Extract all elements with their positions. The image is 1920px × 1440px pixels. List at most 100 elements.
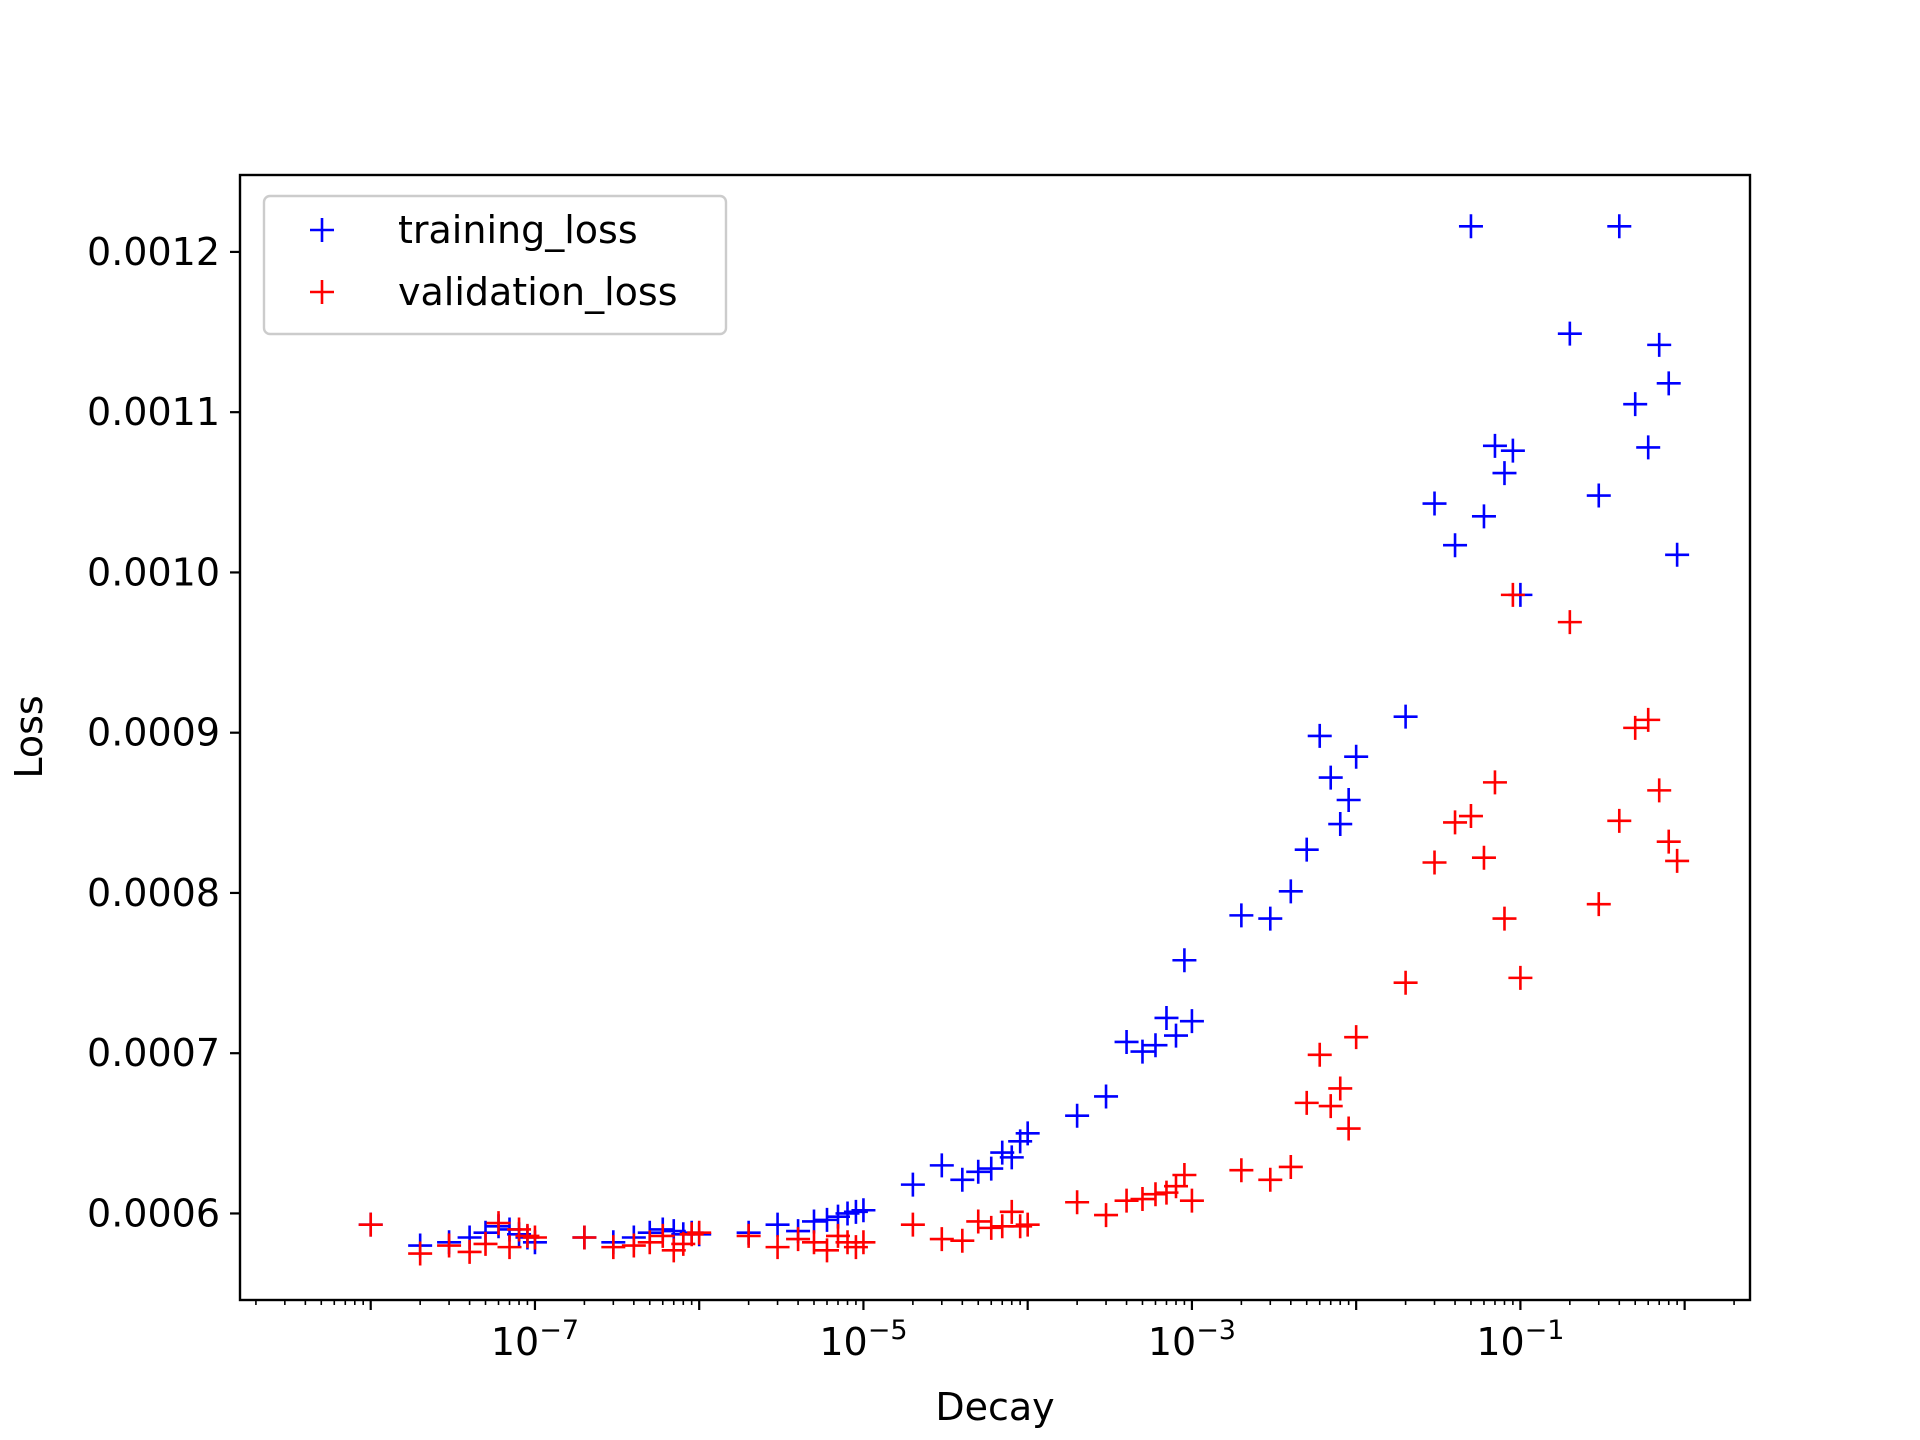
data-point xyxy=(408,1241,433,1266)
data-point xyxy=(1065,1190,1090,1215)
data-point xyxy=(1647,332,1672,357)
x-tick-label-exponent: −1 xyxy=(1525,1315,1565,1346)
plot-area-frame xyxy=(238,173,1752,1302)
y-tick-label: 0.0009 xyxy=(87,711,220,755)
x-tick-label-base: 10 xyxy=(491,1320,539,1364)
data-point xyxy=(1172,948,1197,973)
x-tick-label: 10−3 xyxy=(1148,1315,1236,1364)
data-point xyxy=(457,1239,482,1264)
data-point xyxy=(1143,1182,1168,1207)
data-point xyxy=(1492,906,1517,931)
data-point xyxy=(1065,1103,1090,1128)
data-point xyxy=(929,1153,954,1178)
data-point xyxy=(1336,788,1361,812)
data-point xyxy=(1636,707,1661,732)
x-tick-label-exponent: −5 xyxy=(868,1315,908,1346)
y-axis-label: Loss xyxy=(7,695,51,778)
data-point xyxy=(1557,321,1582,346)
data-point xyxy=(900,1172,925,1197)
data-point xyxy=(1114,1188,1139,1213)
data-point xyxy=(1422,491,1447,516)
data-point xyxy=(815,1238,840,1263)
data-point xyxy=(1471,504,1496,529)
data-point xyxy=(437,1233,462,1258)
data-point xyxy=(815,1207,840,1232)
data-point xyxy=(1458,214,1483,239)
data-point xyxy=(358,1212,383,1237)
legend-marker xyxy=(310,218,334,242)
series-validation_loss xyxy=(358,582,1690,1266)
data-point xyxy=(1307,1042,1332,1067)
data-point xyxy=(1665,542,1690,567)
data-point xyxy=(1229,903,1254,928)
x-axis-label: Decay xyxy=(935,1385,1054,1429)
data-point xyxy=(1328,812,1353,837)
data-point xyxy=(486,1211,511,1236)
data-point xyxy=(929,1227,954,1252)
y-tick-label: 0.0010 xyxy=(87,550,220,594)
data-point xyxy=(950,1228,975,1253)
data-point xyxy=(999,1199,1024,1224)
data-point xyxy=(1586,892,1611,917)
data-point xyxy=(1557,610,1582,635)
legend: training_loss validation_loss xyxy=(262,194,728,336)
data-point xyxy=(1318,765,1343,790)
data-point xyxy=(1278,1154,1303,1179)
x-tick-label-exponent: −3 xyxy=(1196,1315,1236,1346)
data-point xyxy=(601,1235,626,1260)
data-point xyxy=(966,1209,991,1234)
x-tick-label: 10−7 xyxy=(491,1315,579,1364)
data-point xyxy=(1294,837,1319,862)
x-axis-ticks: 10−7 10−5 10−3 10−1 xyxy=(255,1300,1735,1364)
data-point xyxy=(473,1231,498,1256)
data-point xyxy=(687,1220,712,1245)
y-tick-label: 0.0012 xyxy=(87,230,220,274)
data-point xyxy=(1586,483,1611,508)
data-point xyxy=(900,1212,925,1237)
data-point xyxy=(979,1156,1004,1181)
data-point xyxy=(1164,1023,1188,1048)
data-point xyxy=(1393,970,1418,995)
data-point xyxy=(1130,1187,1155,1212)
data-point xyxy=(1278,879,1303,904)
data-point xyxy=(1482,433,1507,458)
data-point xyxy=(1344,1025,1369,1050)
data-point xyxy=(1623,392,1648,417)
x-tick-label-base: 10 xyxy=(1476,1320,1524,1364)
data-point xyxy=(1607,808,1632,833)
series-layer xyxy=(358,214,1690,1266)
data-point xyxy=(801,1230,826,1255)
data-point xyxy=(1508,965,1533,990)
data-point xyxy=(851,1198,876,1223)
data-point xyxy=(1094,1203,1119,1228)
data-point xyxy=(572,1225,597,1250)
data-point xyxy=(1656,829,1681,854)
data-point xyxy=(1492,461,1517,486)
data-point xyxy=(497,1235,522,1260)
data-point xyxy=(1015,1212,1040,1237)
data-point xyxy=(1665,848,1690,873)
data-point xyxy=(522,1225,547,1250)
data-point xyxy=(1500,438,1525,463)
data-point xyxy=(1422,850,1447,875)
data-point xyxy=(1294,1090,1319,1115)
data-point xyxy=(825,1223,850,1248)
y-tick-label: 0.0007 xyxy=(87,1031,220,1075)
legend-label: training_loss xyxy=(398,208,638,252)
data-point xyxy=(1130,1039,1155,1064)
data-point xyxy=(999,1145,1024,1170)
data-point xyxy=(979,1215,1004,1240)
x-tick-label-base: 10 xyxy=(1148,1320,1196,1364)
y-axis-ticks: 0.0006 0.0007 0.0008 0.0009 0.0010 0.0011 0.00… xyxy=(87,230,240,1235)
data-point xyxy=(1154,1005,1179,1030)
data-point xyxy=(650,1223,675,1248)
data-point xyxy=(1328,1076,1353,1101)
data-point xyxy=(765,1235,790,1260)
data-point xyxy=(1143,1033,1168,1058)
data-point xyxy=(1179,1009,1204,1034)
data-point xyxy=(661,1238,686,1263)
legend-label: validation_loss xyxy=(398,270,678,314)
data-point xyxy=(1172,1163,1197,1187)
data-point xyxy=(1636,435,1661,460)
data-point xyxy=(1318,1094,1343,1119)
